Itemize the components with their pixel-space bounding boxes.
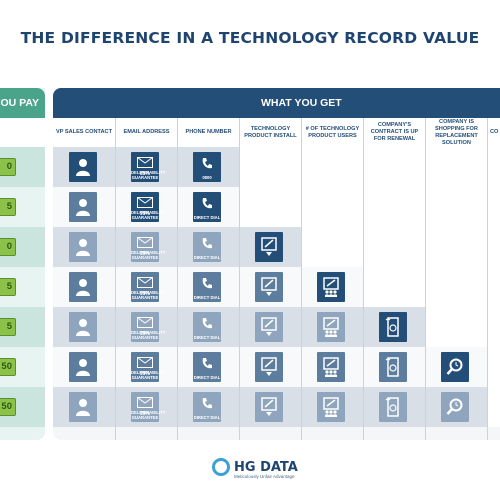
money-icon: 0 [0, 238, 16, 256]
money-icon: 5 [0, 318, 16, 336]
column-divider [487, 147, 488, 440]
empty-cell-area [487, 347, 500, 427]
person-icon [69, 232, 97, 262]
you-pay-header-label: YOU PAY [0, 97, 39, 109]
you-pay-header: YOU PAY [0, 88, 45, 118]
email-icon: 99% DELIVERABILITY GUARANTEE [131, 392, 165, 422]
email-icon: 99% DELIVERABILITY GUARANTEE [131, 192, 165, 222]
email-icon: 99% DELIVERABILITY GUARANTEE [131, 272, 165, 302]
pay-row: 5 [0, 307, 45, 347]
product-install-icon [255, 392, 283, 422]
column-divider [301, 147, 302, 440]
person-icon [69, 352, 97, 382]
contract-icon [379, 392, 407, 422]
column-header-contract-renewal: COMPANY'S CONTRACT IS UP FOR RENEWAL [363, 118, 425, 147]
pay-row: 50 [0, 387, 45, 427]
search-solution-icon [441, 392, 469, 422]
money-icon: 50 [0, 358, 16, 376]
what-you-get-header: WHAT YOU GET [53, 88, 500, 118]
phone-icon: DIRECT DIAL [193, 232, 221, 262]
logo-tagline: Meticulously Unfair Advantage [234, 474, 295, 479]
column-header-truncated: CO KE [487, 118, 500, 147]
page-title: THE DIFFERENCE IN A TECHNOLOGY RECORD VA… [20, 29, 480, 47]
column-header-technology-product-install: TECHNOLOGY PRODUCT INSTALL [239, 118, 301, 147]
person-icon [69, 392, 97, 422]
money-icon: 50 [0, 398, 16, 416]
pay-row: 5 [0, 187, 45, 227]
email-icon: 99% DELIVERABILITY GUARANTEE [131, 232, 165, 262]
what-you-get-panel: WHAT YOU GET VP SALES CONTACT EMAIL ADDR… [53, 88, 500, 440]
person-icon [69, 272, 97, 302]
empty-cell-area [425, 307, 500, 347]
column-divider [115, 147, 116, 440]
pay-row: 50 [0, 347, 45, 387]
you-pay-subheader [0, 118, 45, 147]
column-divider [425, 147, 426, 440]
contract-icon [379, 352, 407, 382]
phone-icon: DIRECT DIAL [193, 312, 221, 342]
pay-row: 5 [0, 267, 45, 307]
product-users-icon [317, 392, 345, 422]
column-header-shopping-replacement: COMPANY IS SHOPPING FOR REPLACEMENT SOLU… [425, 118, 487, 147]
money-icon: 5 [0, 278, 16, 296]
phone-icon: DIRECT DIAL [193, 352, 221, 382]
column-header-technology-product-users: # OF TECHNOLOGY PRODUCT USERS [301, 118, 363, 147]
person-icon [69, 152, 97, 182]
contract-icon [379, 312, 407, 342]
email-icon: 99% DELIVERABILITY GUARANTEE [131, 312, 165, 342]
phone-icon: 0800 [193, 152, 221, 182]
column-header-email-address: EMAIL ADDRESS [115, 118, 177, 147]
product-users-icon [317, 312, 345, 342]
person-icon [69, 192, 97, 222]
search-solution-icon [441, 352, 469, 382]
pay-row: 0 [0, 147, 45, 187]
column-header-phone-number: PHONE NUMBER [177, 118, 239, 147]
phone-icon: DIRECT DIAL [193, 192, 221, 222]
logo-name: HG DATA [234, 459, 298, 475]
column-divider [363, 147, 364, 440]
product-install-icon [255, 232, 283, 262]
empty-cell-area [301, 227, 500, 267]
pay-row: 0 [0, 227, 45, 267]
phone-icon: DIRECT DIAL [193, 392, 221, 422]
email-icon: 99% DELIVERABILITY GUARANTEE [131, 352, 165, 382]
hg-data-logo: HG DATA Meticulously Unfair Advantage [212, 458, 298, 479]
what-you-get-header-label: WHAT YOU GET [261, 97, 342, 109]
product-install-icon [255, 352, 283, 382]
product-install-icon [255, 272, 283, 302]
empty-cell-area [239, 147, 500, 227]
empty-cell-area [363, 267, 500, 307]
money-icon: 5 [0, 198, 16, 216]
phone-icon: DIRECT DIAL [193, 272, 221, 302]
hg-data-logo-mark [212, 458, 230, 476]
product-users-icon [317, 352, 345, 382]
you-pay-panel: YOU PAY 0 5 0 5 5 50 50 [0, 88, 45, 440]
column-divider [239, 147, 240, 440]
person-icon [69, 312, 97, 342]
product-install-icon [255, 312, 283, 342]
email-icon: 85% DELIVERABILITY GUARANTEE [131, 152, 165, 182]
column-divider [177, 147, 178, 440]
product-users-icon [317, 272, 345, 302]
money-icon: 0 [0, 158, 16, 176]
column-header-vp-sales-contact: VP SALES CONTACT [53, 118, 115, 147]
